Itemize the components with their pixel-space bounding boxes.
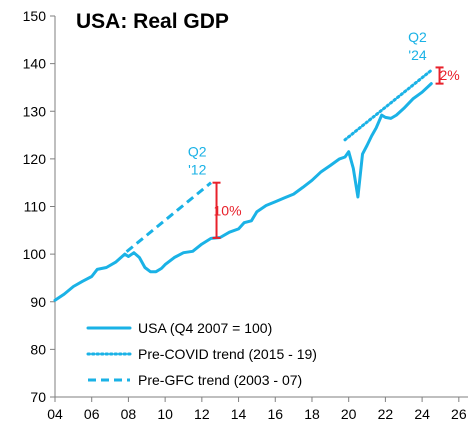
- legend-entry: Pre-COVID trend (2015 - 19): [138, 346, 317, 362]
- y-tick-label: 90: [30, 294, 46, 310]
- y-tick-label: 120: [23, 151, 47, 167]
- axes: 70 80 90 100 110 120 130 140 150 04 06 08 10 12 14 16 18…: [23, 8, 468, 422]
- x-tick-label: 06: [84, 406, 100, 422]
- legend: USA (Q4 2007 = 100) Pre-COVID trend (2015…: [86, 320, 317, 388]
- series-line-dotted: [343, 68, 433, 142]
- y-tick-label: 70: [30, 389, 46, 405]
- series-line-solid: [53, 82, 433, 302]
- x-tick-label: 22: [378, 406, 394, 422]
- x-tick-label: 04: [47, 406, 63, 422]
- gap-bracket: [435, 66, 444, 85]
- x-tick-label: 26: [451, 406, 467, 422]
- y-tick-label: 140: [23, 56, 47, 72]
- x-tick-label: 18: [304, 406, 320, 422]
- period-label-line: Q2: [188, 143, 207, 159]
- series-line-dashed: [125, 181, 212, 253]
- y-tick-label: 80: [30, 341, 46, 357]
- period-label: Q2'24: [408, 29, 427, 63]
- y-tick-label: 130: [23, 103, 47, 119]
- x-tick-label: 10: [157, 406, 173, 422]
- gap-bracket: [212, 181, 221, 239]
- y-tick-label: 100: [23, 246, 47, 262]
- y-tick-label: 110: [24, 199, 47, 215]
- period-label-line: Q2: [408, 29, 427, 45]
- chart-title: USA: Real GDP: [76, 10, 229, 33]
- period-label-line: '12: [188, 161, 206, 177]
- x-tick-label: 14: [231, 406, 247, 422]
- x-tick-label: 08: [121, 406, 137, 422]
- x-tick-label: 24: [414, 406, 430, 422]
- x-tick-label: 20: [341, 406, 357, 422]
- y-tick-label: 150: [23, 8, 47, 24]
- period-label: Q2'12: [188, 143, 207, 177]
- series-layer: [53, 68, 433, 302]
- legend-entry: Pre-GFC trend (2003 - 07): [138, 372, 302, 388]
- gap-label: 2%: [440, 67, 460, 83]
- x-tick-label: 16: [267, 406, 283, 422]
- period-label-line: '24: [408, 47, 426, 63]
- legend-entry: USA (Q4 2007 = 100): [138, 320, 272, 336]
- x-tick-label: 12: [194, 406, 210, 422]
- gap-label: 10%: [214, 202, 242, 218]
